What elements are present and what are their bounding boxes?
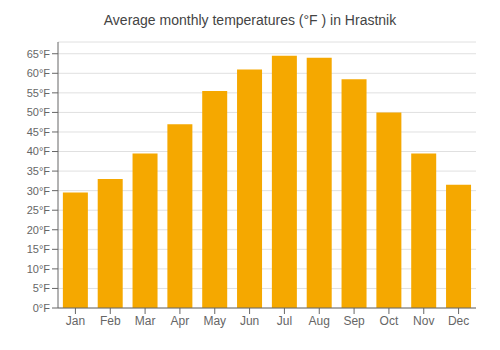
svg-text:Dec: Dec [448,314,469,328]
svg-text:60°F: 60°F [27,67,51,79]
svg-text:65°F: 65°F [27,48,51,60]
svg-text:35°F: 35°F [27,165,51,177]
svg-text:10°F: 10°F [27,263,51,275]
svg-text:Jul: Jul [277,314,292,328]
svg-text:20°F: 20°F [27,224,51,236]
svg-text:Feb: Feb [100,314,121,328]
svg-text:0°F: 0°F [33,302,51,314]
svg-text:Aug: Aug [309,314,330,328]
html-text:Average monthly temperatures (: Average monthly temperatures (°F ) in Hr… [103,12,397,28]
svg-text:25°F: 25°F [27,204,51,216]
svg-text:Oct: Oct [380,314,399,328]
svg-text:5°F: 5°F [33,282,51,294]
svg-text:May: May [203,314,226,328]
svg-text:40°F: 40°F [27,145,51,157]
svg-text:Jun: Jun [240,314,259,328]
svg-text:15°F: 15°F [27,243,51,255]
svg-text:Jan: Jan [66,314,85,328]
svg-text:Sep: Sep [343,314,365,328]
svg-text:55°F: 55°F [27,87,51,99]
svg-text:45°F: 45°F [27,126,51,138]
svg-text:50°F: 50°F [27,106,51,118]
svg-text:Apr: Apr [171,314,190,328]
svg-text:Nov: Nov [413,314,434,328]
svg-text:30°F: 30°F [27,185,51,197]
svg-text:Mar: Mar [135,314,156,328]
